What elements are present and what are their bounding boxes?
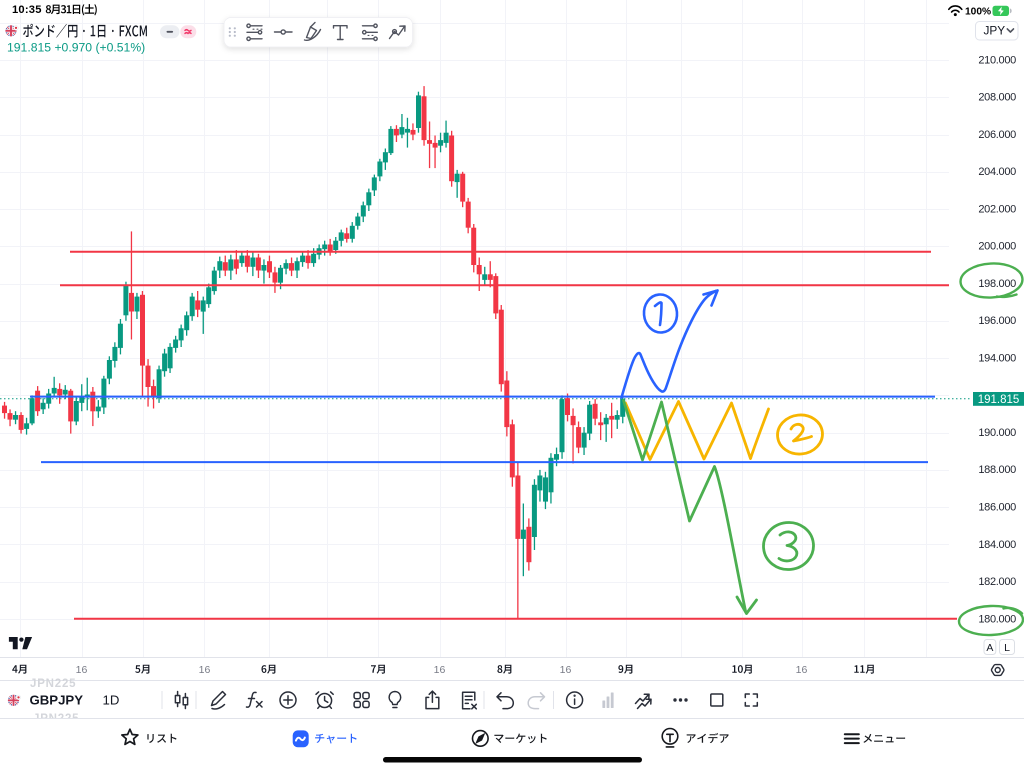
svg-text:16: 16 [199, 664, 211, 676]
svg-text:182.000: 182.000 [978, 576, 1016, 588]
svg-text:196.000: 196.000 [978, 315, 1016, 327]
svg-text:202.000: 202.000 [978, 203, 1016, 215]
svg-text:16: 16 [560, 664, 572, 676]
svg-text:JPY: JPY [984, 23, 1006, 37]
svg-text:191.815 +0.970 (+0.51%): 191.815 +0.970 (+0.51%) [7, 40, 145, 54]
svg-text:204.000: 204.000 [978, 166, 1016, 178]
svg-text:GBPJPY: GBPJPY [30, 693, 84, 708]
svg-text:16: 16 [796, 664, 808, 676]
svg-text:L: L [1004, 642, 1010, 654]
svg-text:16: 16 [76, 664, 88, 676]
svg-text:184.000: 184.000 [978, 539, 1016, 551]
svg-text:191.815: 191.815 [978, 394, 1020, 406]
svg-text:180.000: 180.000 [978, 613, 1016, 625]
svg-text:186.000: 186.000 [978, 502, 1016, 514]
svg-text:198.000: 198.000 [978, 278, 1016, 290]
svg-text:210.000: 210.000 [978, 54, 1016, 66]
svg-text:10:35: 10:35 [12, 4, 42, 16]
svg-text:206.000: 206.000 [978, 129, 1016, 141]
svg-text:194.000: 194.000 [978, 352, 1016, 364]
svg-text:100%: 100% [965, 6, 991, 17]
svg-text:16: 16 [434, 664, 446, 676]
svg-text:200.000: 200.000 [978, 241, 1016, 253]
svg-text:JPN225: JPN225 [30, 678, 76, 690]
svg-text:A: A [986, 642, 993, 654]
svg-text:188.000: 188.000 [978, 464, 1016, 476]
svg-text:190.000: 190.000 [978, 427, 1016, 439]
svg-text:1D: 1D [103, 693, 120, 708]
svg-text:208.000: 208.000 [978, 92, 1016, 104]
